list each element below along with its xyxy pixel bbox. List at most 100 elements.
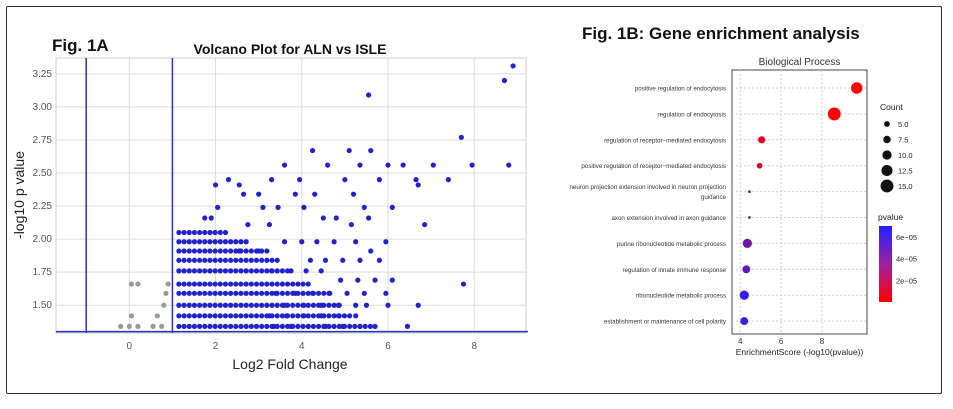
data-point xyxy=(385,302,391,308)
data-point xyxy=(225,177,232,183)
data-point xyxy=(279,313,285,319)
data-point xyxy=(212,239,218,245)
data-point xyxy=(341,323,348,329)
data-point xyxy=(196,229,203,236)
data-point xyxy=(238,239,244,245)
data-point xyxy=(196,281,203,287)
data-point xyxy=(318,268,324,274)
data-point xyxy=(279,281,285,287)
x-tick-label: 0 xyxy=(127,341,133,352)
data-point xyxy=(264,313,270,319)
data-point xyxy=(243,302,249,308)
data-point xyxy=(176,302,182,308)
data-point xyxy=(233,239,239,245)
data-point xyxy=(222,229,229,236)
enrichment-dot xyxy=(827,107,841,121)
data-point xyxy=(295,290,301,296)
enrichment-dot xyxy=(740,317,749,326)
data-point xyxy=(305,281,311,287)
y-tick-label: 2.75 xyxy=(33,135,53,146)
data-point xyxy=(350,191,357,197)
data-point xyxy=(269,257,275,263)
data-point xyxy=(233,257,239,263)
data-point xyxy=(400,162,406,168)
data-point xyxy=(367,323,373,329)
x-axis-label: Log2 Fold Change xyxy=(232,356,347,372)
data-point xyxy=(315,290,322,296)
data-point xyxy=(366,92,372,98)
category-label: axon extension involved in axon guidance xyxy=(611,215,726,222)
data-point xyxy=(284,268,291,274)
data-point xyxy=(347,323,353,329)
data-point xyxy=(415,182,421,188)
data-point xyxy=(233,302,239,308)
data-point xyxy=(217,281,223,287)
data-point xyxy=(217,323,223,329)
data-point xyxy=(202,248,208,254)
data-point xyxy=(248,248,254,254)
data-point xyxy=(181,302,187,308)
y-tick-label: 3.00 xyxy=(33,102,53,113)
data-point xyxy=(415,302,421,308)
data-point xyxy=(207,290,213,296)
data-point xyxy=(253,323,260,329)
data-point xyxy=(181,290,187,296)
data-point xyxy=(305,313,311,319)
data-point xyxy=(222,323,229,329)
data-point xyxy=(243,323,249,329)
category-label: establishment or maintenance of cell pol… xyxy=(604,319,727,326)
data-point xyxy=(506,162,512,168)
data-point xyxy=(284,323,291,329)
data-point xyxy=(337,277,344,283)
data-point xyxy=(243,257,249,263)
data-point xyxy=(202,239,208,245)
data-point xyxy=(357,257,363,263)
data-point xyxy=(274,323,280,329)
data-point xyxy=(300,302,306,308)
enrichment-dot xyxy=(851,82,863,94)
data-point xyxy=(376,177,382,183)
data-point xyxy=(307,257,314,263)
data-point xyxy=(233,290,239,296)
data-point xyxy=(222,248,229,254)
data-point xyxy=(228,313,234,319)
y-tick-label: 1.50 xyxy=(33,300,53,311)
enrichment-dot xyxy=(747,190,751,194)
data-point xyxy=(326,323,332,329)
data-point xyxy=(207,248,213,254)
data-point xyxy=(212,229,218,236)
data-point xyxy=(202,281,208,287)
data-point xyxy=(176,313,182,319)
data-point xyxy=(217,313,223,319)
data-point xyxy=(460,281,467,287)
data-point xyxy=(253,313,260,319)
data-point xyxy=(212,257,218,263)
fig-1a-label: Fig. 1A xyxy=(52,36,109,55)
chart-title: Volcano Plot for ALN vs ISLE xyxy=(194,41,387,57)
data-point xyxy=(413,177,419,183)
data-point xyxy=(228,268,234,274)
data-point xyxy=(260,204,266,210)
data-point xyxy=(191,268,198,274)
data-point xyxy=(331,323,337,329)
data-point xyxy=(347,313,353,319)
data-point xyxy=(264,323,270,329)
enrichment-dot xyxy=(756,162,763,169)
data-point xyxy=(269,268,275,274)
data-point xyxy=(501,77,508,84)
data-point xyxy=(259,290,265,296)
enrichment-dot xyxy=(742,238,752,249)
data-point xyxy=(233,248,239,254)
data-point xyxy=(212,182,219,188)
data-point xyxy=(196,248,203,254)
data-point xyxy=(310,313,317,319)
data-point xyxy=(238,313,244,319)
data-point xyxy=(181,248,187,254)
data-point xyxy=(191,313,198,319)
data-point xyxy=(212,313,218,319)
data-point xyxy=(217,290,223,296)
data-point xyxy=(259,281,265,287)
data-point xyxy=(305,290,311,296)
data-point xyxy=(383,290,389,296)
data-point xyxy=(326,302,332,308)
